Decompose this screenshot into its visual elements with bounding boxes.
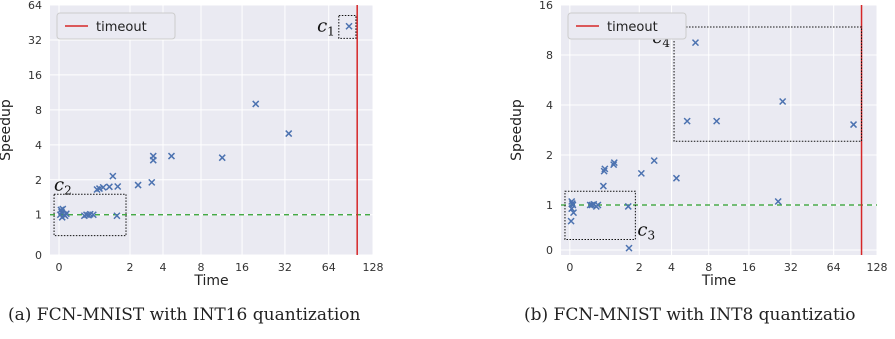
data-point	[567, 217, 575, 225]
y-tick-label: 4	[546, 99, 553, 112]
x-tick-label: 32	[278, 261, 292, 274]
y-tick-label: 2	[546, 149, 553, 162]
y-tick-label: 8	[546, 49, 553, 62]
data-point	[569, 209, 578, 217]
y-tick-label: 2	[35, 174, 42, 187]
legend-label: timeout	[96, 20, 147, 35]
cluster-box	[564, 190, 636, 240]
data-point	[218, 154, 226, 162]
data-point	[568, 200, 576, 208]
y-tick-label: 0	[546, 244, 553, 257]
data-point	[599, 182, 607, 190]
plot-area	[50, 5, 373, 255]
data-point	[610, 161, 618, 169]
data-point	[113, 212, 121, 220]
data-point	[625, 244, 633, 252]
data-point	[683, 117, 691, 125]
data-point	[637, 169, 645, 177]
x-tick-label: 4	[668, 261, 675, 274]
data-point	[568, 197, 576, 206]
data-point	[713, 117, 721, 125]
y-tick-label: 0	[35, 249, 42, 262]
data-point	[691, 39, 700, 47]
y-axis-label: Speedup	[0, 99, 14, 161]
legend: timeout	[567, 12, 687, 40]
data-point	[89, 211, 97, 219]
x-tick-label: 0	[566, 261, 573, 274]
caption-a: (a) FCN-MNIST with INT16 quantization	[8, 305, 361, 325]
x-axis-label: Time	[701, 273, 736, 289]
data-point	[109, 172, 117, 180]
x-tick-label: 128	[867, 261, 888, 274]
x-tick-label: 2	[127, 261, 134, 274]
caption-b: (b) FCN-MNIST with INT8 quantizatio	[524, 305, 856, 325]
y-tick-label: 64	[28, 0, 42, 12]
data-point	[148, 178, 156, 186]
x-axis-label: Time	[193, 273, 228, 289]
x-tick-label: 128	[363, 261, 384, 274]
data-point	[850, 121, 858, 129]
x-tick-label: 16	[742, 261, 756, 274]
x-tick-label: 8	[197, 261, 204, 274]
y-tick-label: 32	[28, 34, 42, 47]
y-tick-label: 16	[539, 0, 553, 12]
data-point	[650, 157, 658, 165]
data-point	[149, 152, 157, 160]
data-point	[672, 174, 680, 182]
data-point	[59, 205, 67, 213]
x-tick-label: 64	[322, 261, 336, 274]
data-point	[594, 201, 602, 209]
legend-box	[56, 12, 176, 40]
x-tick-label: 2	[636, 261, 643, 274]
legend-label: timeout	[607, 20, 658, 35]
legend: timeout	[56, 12, 176, 40]
data-point	[105, 183, 113, 191]
x-tick-label: 64	[827, 261, 841, 274]
y-tick-label: 4	[35, 139, 42, 152]
y-axis-label: Speedup	[509, 99, 525, 161]
data-point	[134, 181, 142, 189]
data-point	[252, 100, 260, 108]
data-point	[774, 197, 782, 206]
data-point	[99, 183, 107, 191]
data-point	[114, 182, 122, 191]
chart-int16: 0 2 4 8 16 32 64 12801248163264c1c2timeoutTimeS…	[0, 0, 384, 289]
data-point	[167, 152, 176, 160]
data-point	[62, 210, 70, 218]
y-tick-label: 8	[35, 104, 42, 117]
y-tick-label: 16	[28, 69, 42, 82]
x-tick-label: 32	[784, 261, 798, 274]
data-point	[610, 159, 618, 167]
cluster-box	[338, 14, 357, 39]
data-point	[601, 165, 609, 173]
data-point	[345, 22, 353, 30]
x-tick-label: 16	[235, 261, 249, 274]
x-tick-label: 4	[160, 261, 167, 274]
data-point	[779, 97, 787, 106]
y-tick-label: 1	[546, 199, 553, 212]
cluster-box	[673, 26, 863, 142]
x-tick-label: 0	[56, 261, 63, 274]
data-point	[285, 130, 293, 138]
y-tick-label: 1	[35, 209, 42, 222]
plot-area	[561, 5, 877, 255]
x-tick-label: 8	[705, 261, 712, 274]
chart-int8: 02481632641280124816c3c4timeoutTimeSpeed…	[509, 0, 888, 289]
legend-box	[567, 12, 687, 40]
data-point	[624, 202, 632, 210]
